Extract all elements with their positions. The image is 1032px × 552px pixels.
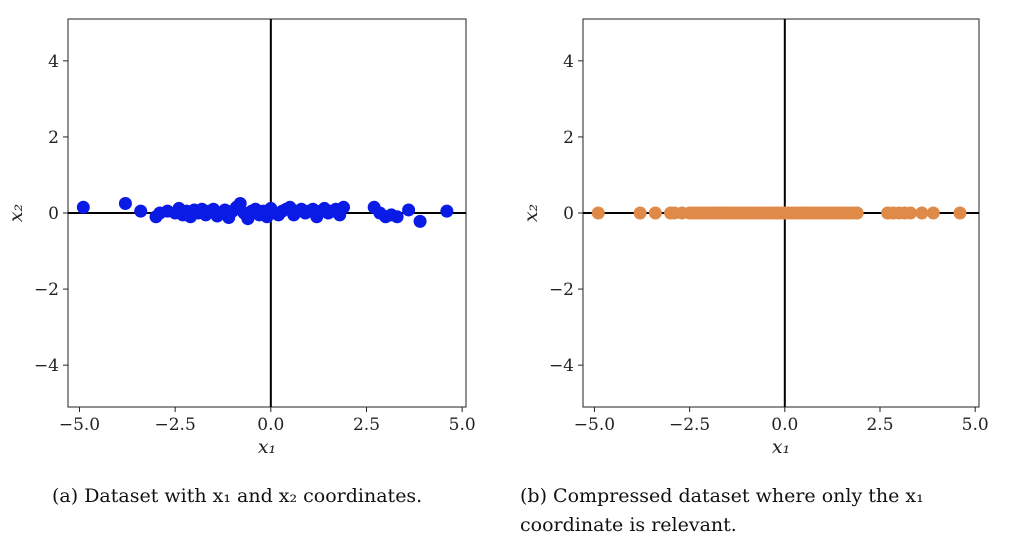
data-point: [440, 204, 454, 218]
data-point: [390, 210, 404, 224]
x-tick-label: 0.0: [771, 415, 798, 435]
y-axis-label: x₂: [520, 204, 542, 222]
y-tick-label: 2: [563, 128, 574, 148]
data-point: [402, 203, 416, 217]
data-point: [337, 200, 351, 214]
data-point: [903, 206, 917, 220]
x-axis-label: x₁: [258, 436, 276, 458]
data-point: [953, 206, 967, 220]
y-tick-label: 4: [48, 52, 59, 72]
data-point: [76, 200, 90, 214]
x-tick-label: −2.5: [669, 415, 710, 435]
caption-b: (b) Compressed dataset where only the x₁…: [520, 485, 924, 536]
y-tick-label: −2: [34, 280, 59, 300]
x-axis-label: x₁: [772, 436, 790, 458]
panel-a: −5.0 −2.5 0.0 2.5 5.0 −4 −2 0 2 4 x₁ x₂: [5, 18, 476, 458]
x-tick-label: −5.0: [574, 415, 615, 435]
x-tick-label: 0.0: [257, 415, 284, 435]
data-point: [926, 206, 940, 220]
x-tick-label: 5.0: [449, 415, 476, 435]
y-tick-label: 4: [563, 52, 574, 72]
data-point: [850, 206, 864, 220]
x-tick-label: −2.5: [155, 415, 196, 435]
data-point: [915, 206, 929, 220]
y-tick-label: 0: [48, 204, 59, 224]
x-tick-label: 5.0: [962, 415, 989, 435]
data-point: [591, 206, 605, 220]
panel-b: −5.0 −2.5 0.0 2.5 5.0 −4 −2 0 2 4 x₁ x₂: [520, 18, 989, 458]
y-axis-label: x₂: [5, 204, 27, 222]
y-tick-label: −4: [549, 356, 574, 376]
caption-a: (a) Dataset with x₁ and x₂ coordinates.: [52, 485, 423, 507]
y-tick-label: −2: [549, 280, 574, 300]
y-tick-label: −4: [34, 356, 59, 376]
data-point: [413, 214, 427, 228]
data-point: [118, 196, 132, 210]
y-tick-label: 0: [563, 204, 574, 224]
data-point: [633, 206, 647, 220]
x-tick-label: −5.0: [59, 415, 100, 435]
x-tick-label: 2.5: [353, 415, 380, 435]
data-point: [648, 206, 662, 220]
data-point: [134, 204, 148, 218]
x-tick-label: 2.5: [866, 415, 893, 435]
y-tick-label: 2: [48, 128, 59, 148]
